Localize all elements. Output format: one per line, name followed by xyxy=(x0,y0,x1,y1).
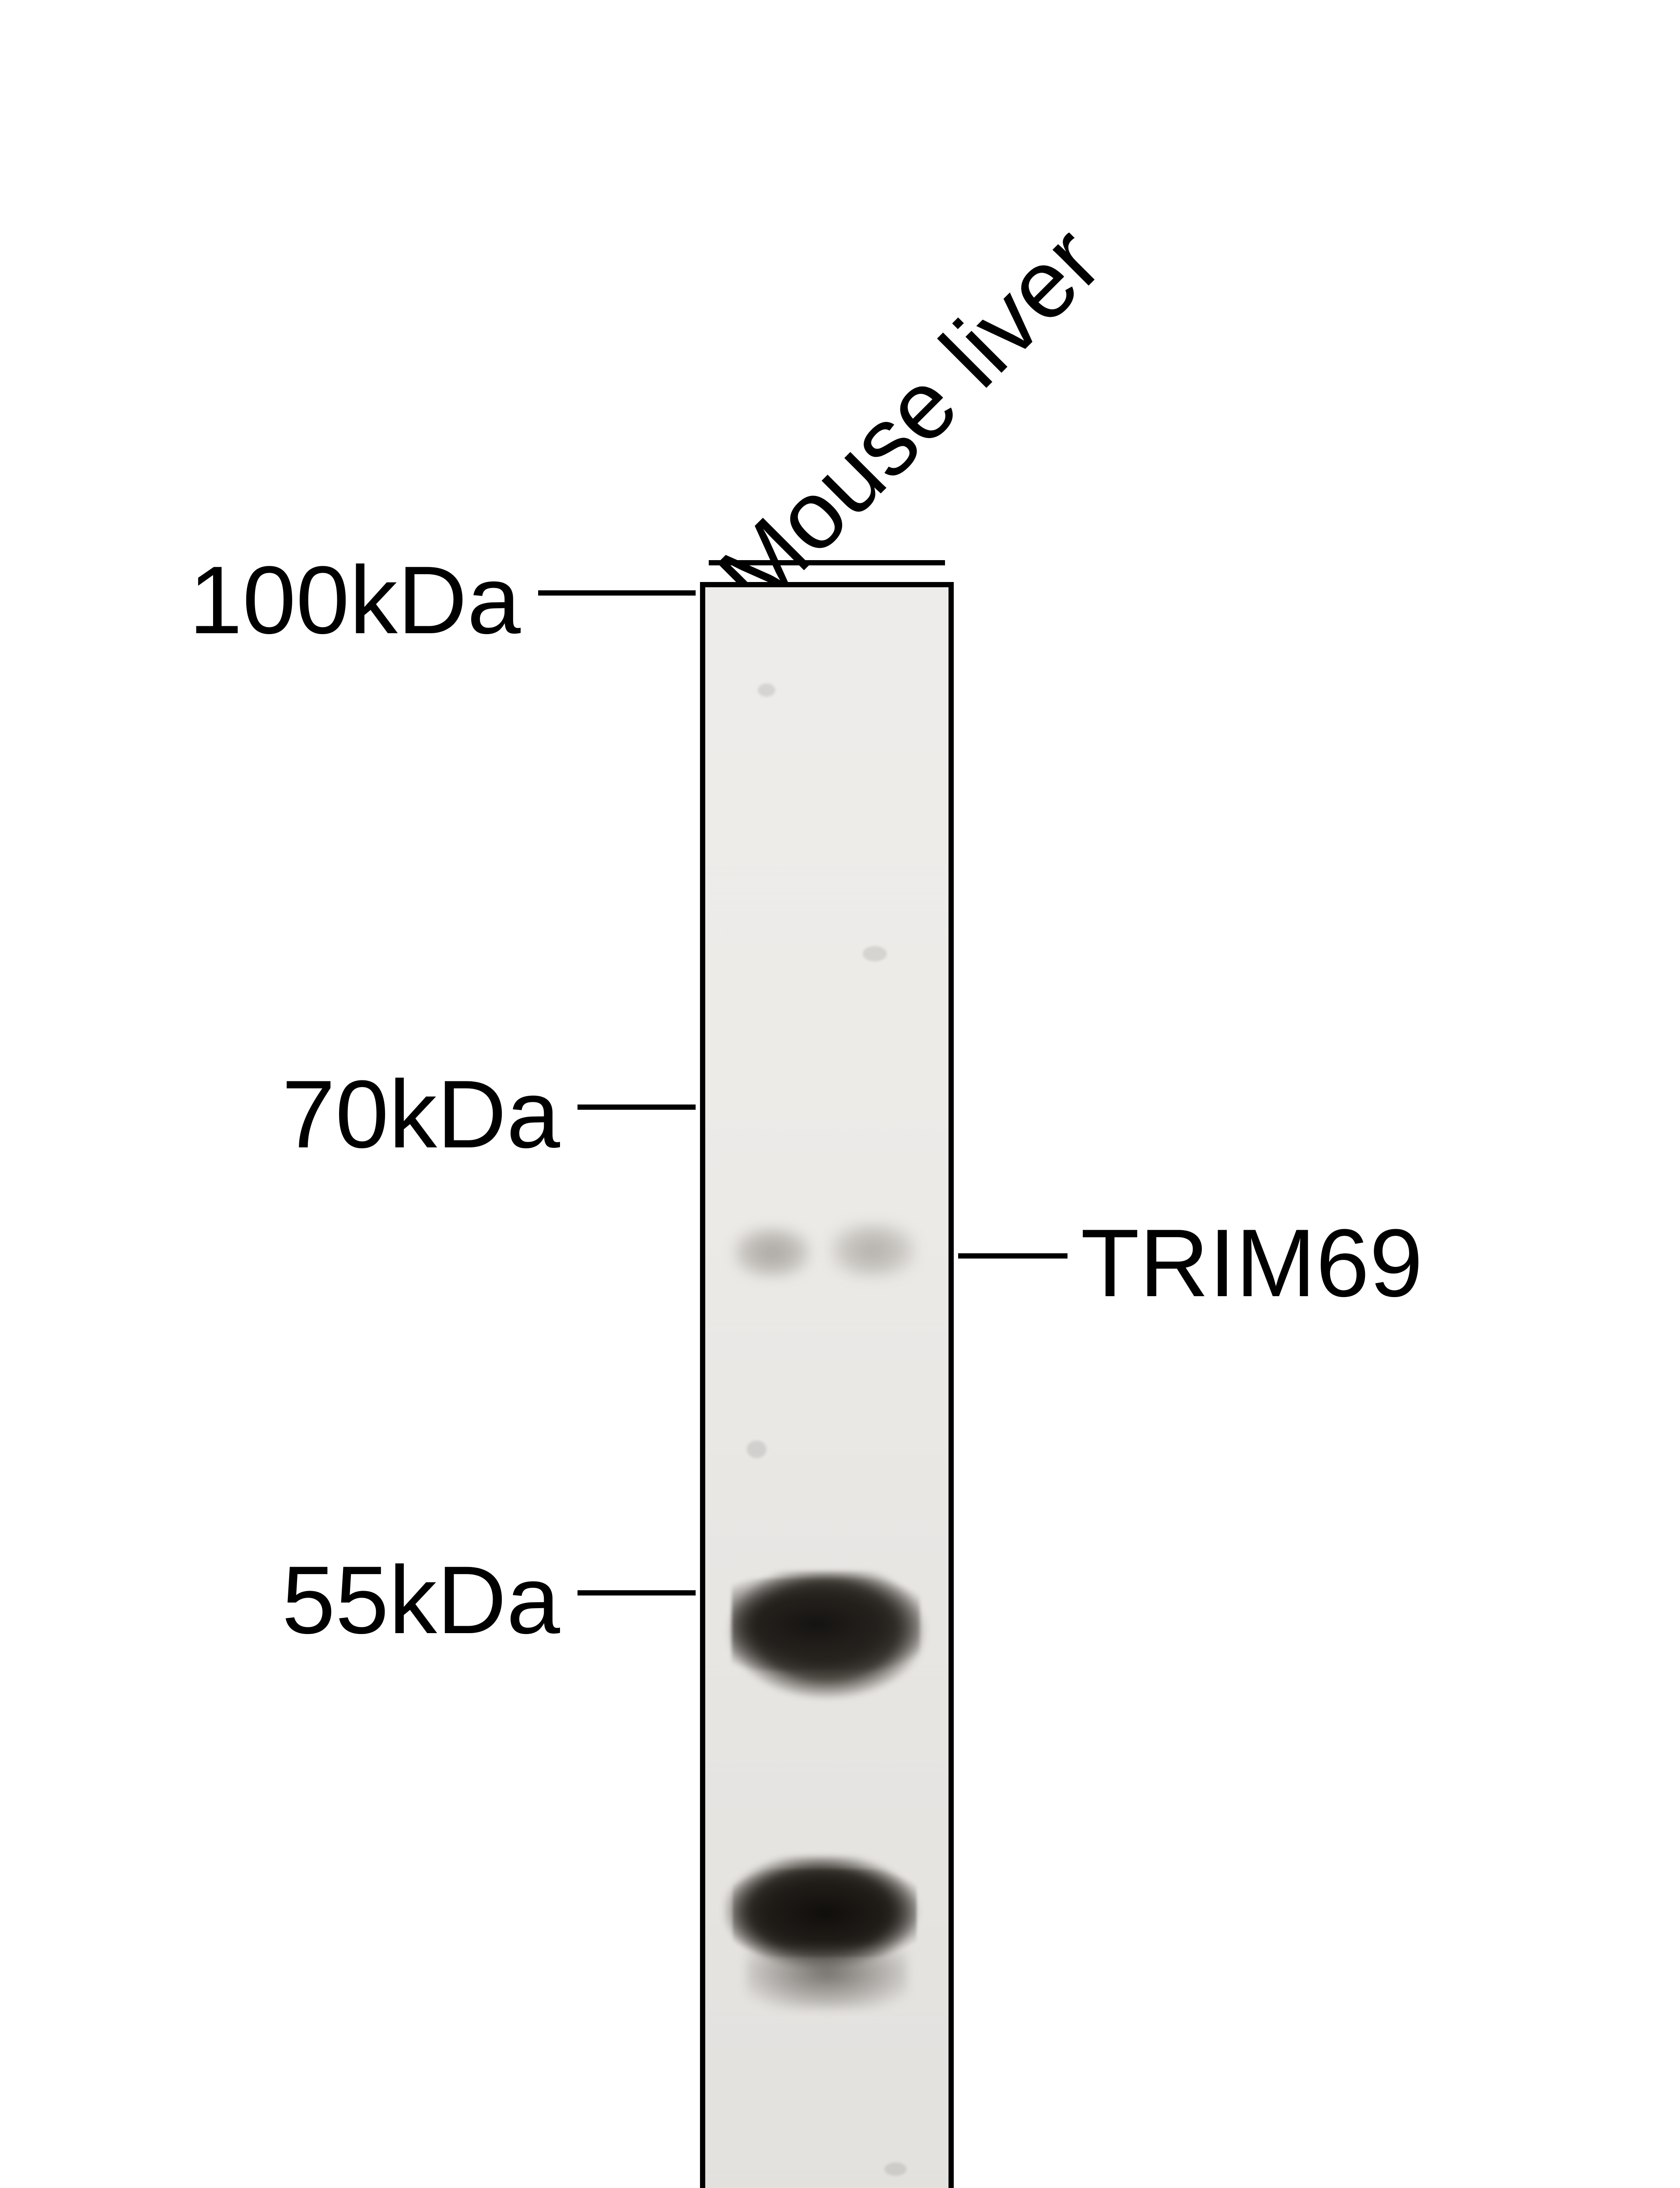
marker-tick-70kda xyxy=(578,1105,696,1110)
membrane-noise xyxy=(863,946,887,961)
marker-label-40kda: 40kDa xyxy=(282,2179,560,2188)
marker-tick-55kda xyxy=(578,1590,696,1595)
lane-header-underline xyxy=(709,560,945,565)
marker-tick-100kda xyxy=(538,590,696,596)
band-55kda xyxy=(723,1572,931,1703)
marker-label-100kda: 100kDa xyxy=(189,545,521,656)
lane-label: Mouse liver xyxy=(696,205,1122,631)
marker-label-70kda: 70kDa xyxy=(282,1059,560,1170)
membrane-noise xyxy=(758,684,775,697)
band-45kda xyxy=(720,1856,934,2018)
membrane-noise xyxy=(747,1441,766,1458)
band-trim69 xyxy=(733,1217,921,1292)
blot-lane xyxy=(700,582,954,2188)
target-label: TRIM69 xyxy=(1081,1208,1423,1318)
membrane-noise xyxy=(885,2163,906,2176)
target-tick xyxy=(958,1253,1068,1259)
marker-label-55kda: 55kDa xyxy=(282,1545,560,1655)
